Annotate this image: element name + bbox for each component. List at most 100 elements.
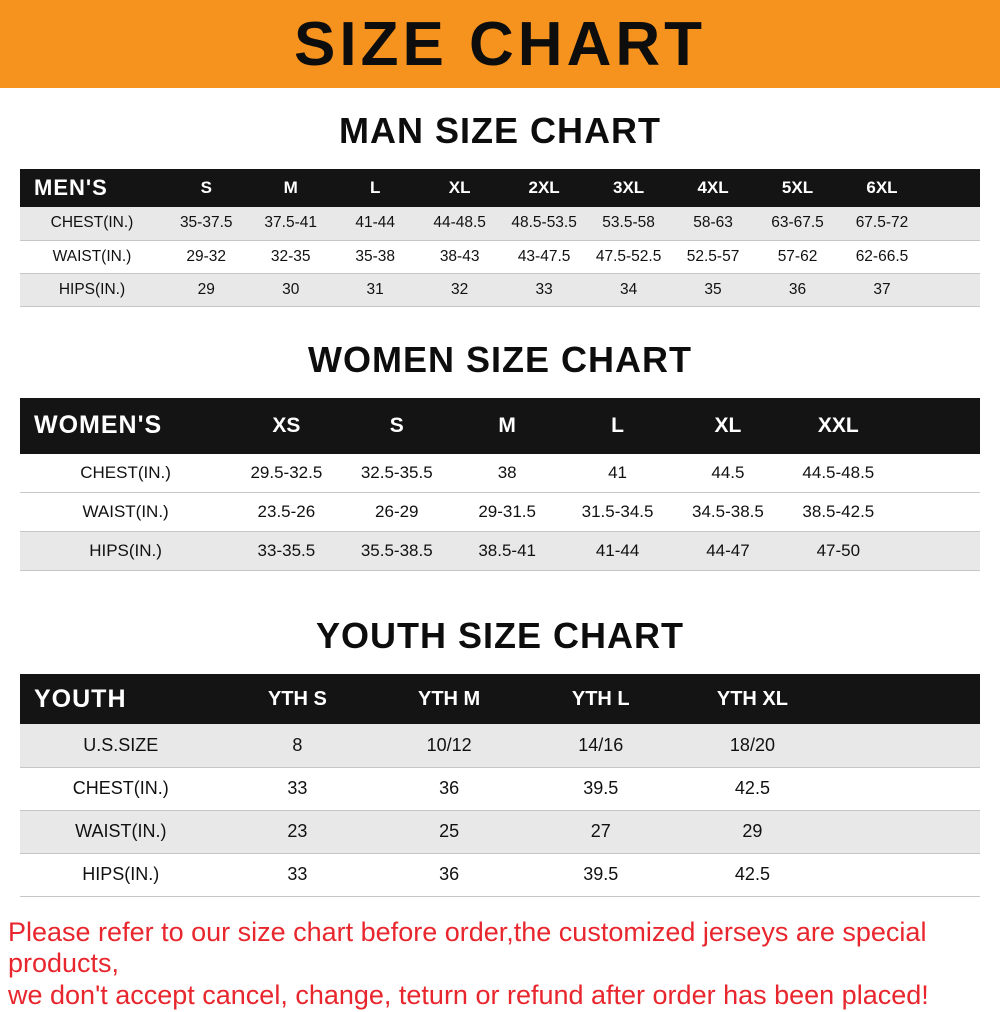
women-section-title: WOMEN SIZE CHART [0, 339, 1000, 381]
spacer-cell [828, 853, 980, 896]
value-cell: 33 [222, 853, 374, 896]
column-header-cell: S [164, 169, 248, 207]
column-header-cell: 4XL [671, 169, 755, 207]
row-label-cell: CHEST(IN.) [20, 207, 164, 240]
value-cell: 44-48.5 [417, 207, 501, 240]
column-header-cell: XS [231, 398, 341, 454]
row-label-cell: WAIST(IN.) [20, 493, 231, 532]
column-header-cell: XL [673, 398, 783, 454]
row-label-cell: WAIST(IN.) [20, 810, 222, 853]
value-cell: 10/12 [373, 724, 525, 767]
value-cell: 25 [373, 810, 525, 853]
value-cell: 37.5-41 [248, 207, 332, 240]
value-cell: 30 [248, 273, 332, 306]
value-cell: 26-29 [342, 493, 452, 532]
value-cell: 23.5-26 [231, 493, 341, 532]
value-cell: 36 [373, 853, 525, 896]
men-section: MAN SIZE CHART MEN'S S M L XL 2XL 3XL 4X… [0, 110, 1000, 307]
row-label-cell: HIPS(IN.) [20, 853, 222, 896]
value-cell: 23 [222, 810, 374, 853]
women-size-table: WOMEN'S XS S M L XL XXL CHEST(IN.) 29.5-… [20, 398, 980, 572]
men-header-row: MEN'S S M L XL 2XL 3XL 4XL 5XL 6XL [20, 169, 980, 207]
value-cell: 41 [562, 454, 672, 493]
column-header-cell: S [342, 398, 452, 454]
row-label-cell: WAIST(IN.) [20, 240, 164, 273]
men-chest-row: CHEST(IN.) 35-37.5 37.5-41 41-44 44-48.5… [20, 207, 980, 240]
youth-section: YOUTH SIZE CHART YOUTH YTH S YTH M YTH L… [0, 615, 1000, 897]
spacer-cell [894, 493, 980, 532]
value-cell: 63-67.5 [755, 207, 839, 240]
value-cell: 31 [333, 273, 417, 306]
column-header-cell: 6XL [840, 169, 924, 207]
value-cell: 29-32 [164, 240, 248, 273]
value-cell: 35.5-38.5 [342, 532, 452, 571]
youth-section-title: YOUTH SIZE CHART [0, 615, 1000, 657]
value-cell: 53.5-58 [586, 207, 670, 240]
men-waist-row: WAIST(IN.) 29-32 32-35 35-38 38-43 43-47… [20, 240, 980, 273]
spacer-cell [924, 240, 980, 273]
spacer-cell [828, 767, 980, 810]
column-header-cell: WOMEN'S [20, 398, 231, 454]
spacer-cell [924, 207, 980, 240]
value-cell: 62-66.5 [840, 240, 924, 273]
value-cell: 39.5 [525, 767, 677, 810]
column-header-cell: L [562, 398, 672, 454]
value-cell: 14/16 [525, 724, 677, 767]
column-header-cell: 2XL [502, 169, 586, 207]
value-cell: 18/20 [677, 724, 829, 767]
value-cell: 36 [755, 273, 839, 306]
value-cell: 33 [222, 767, 374, 810]
row-label-cell: U.S.SIZE [20, 724, 222, 767]
value-cell: 41-44 [562, 532, 672, 571]
page-title: SIZE CHART [294, 9, 706, 80]
women-section: WOMEN SIZE CHART WOMEN'S XS S M L XL XXL [0, 339, 1000, 572]
value-cell: 42.5 [677, 853, 829, 896]
value-cell: 38.5-42.5 [783, 493, 893, 532]
column-header-cell: 5XL [755, 169, 839, 207]
value-cell: 38.5-41 [452, 532, 562, 571]
value-cell: 8 [222, 724, 374, 767]
value-cell: 44.5-48.5 [783, 454, 893, 493]
value-cell: 29 [677, 810, 829, 853]
value-cell: 32 [417, 273, 501, 306]
banner: SIZE CHART [0, 0, 1000, 88]
column-header-cell: M [248, 169, 332, 207]
youth-size-table: YOUTH YTH S YTH M YTH L YTH XL U.S.SIZE … [20, 674, 980, 897]
spacer-cell [924, 273, 980, 306]
value-cell: 29-31.5 [452, 493, 562, 532]
value-cell: 42.5 [677, 767, 829, 810]
value-cell: 33 [502, 273, 586, 306]
women-chest-row: CHEST(IN.) 29.5-32.5 32.5-35.5 38 41 44.… [20, 454, 980, 493]
value-cell: 37 [840, 273, 924, 306]
column-header-cell: YOUTH [20, 674, 222, 724]
value-cell: 34.5-38.5 [673, 493, 783, 532]
value-cell: 32.5-35.5 [342, 454, 452, 493]
value-cell: 67.5-72 [840, 207, 924, 240]
spacer-cell [894, 532, 980, 571]
notice-line-2: we don't accept cancel, change, teturn o… [8, 980, 992, 1012]
value-cell: 44.5 [673, 454, 783, 493]
value-cell: 58-63 [671, 207, 755, 240]
women-header-row: WOMEN'S XS S M L XL XXL [20, 398, 980, 454]
men-size-table: MEN'S S M L XL 2XL 3XL 4XL 5XL 6XL CHEST… [20, 169, 980, 307]
youth-ussize-row: U.S.SIZE 8 10/12 14/16 18/20 [20, 724, 980, 767]
value-cell: 38-43 [417, 240, 501, 273]
value-cell: 57-62 [755, 240, 839, 273]
value-cell: 35-38 [333, 240, 417, 273]
men-hips-row: HIPS(IN.) 29 30 31 32 33 34 35 36 37 [20, 273, 980, 306]
value-cell: 36 [373, 767, 525, 810]
column-header-cell: YTH L [525, 674, 677, 724]
spacer-cell [894, 398, 980, 454]
column-header-cell: XL [417, 169, 501, 207]
row-label-cell: HIPS(IN.) [20, 273, 164, 306]
value-cell: 34 [586, 273, 670, 306]
value-cell: 29 [164, 273, 248, 306]
column-header-cell: YTH M [373, 674, 525, 724]
spacer-cell [828, 674, 980, 724]
spacer-cell [828, 810, 980, 853]
youth-header-row: YOUTH YTH S YTH M YTH L YTH XL [20, 674, 980, 724]
column-header-cell: MEN'S [20, 169, 164, 207]
value-cell: 27 [525, 810, 677, 853]
value-cell: 32-35 [248, 240, 332, 273]
